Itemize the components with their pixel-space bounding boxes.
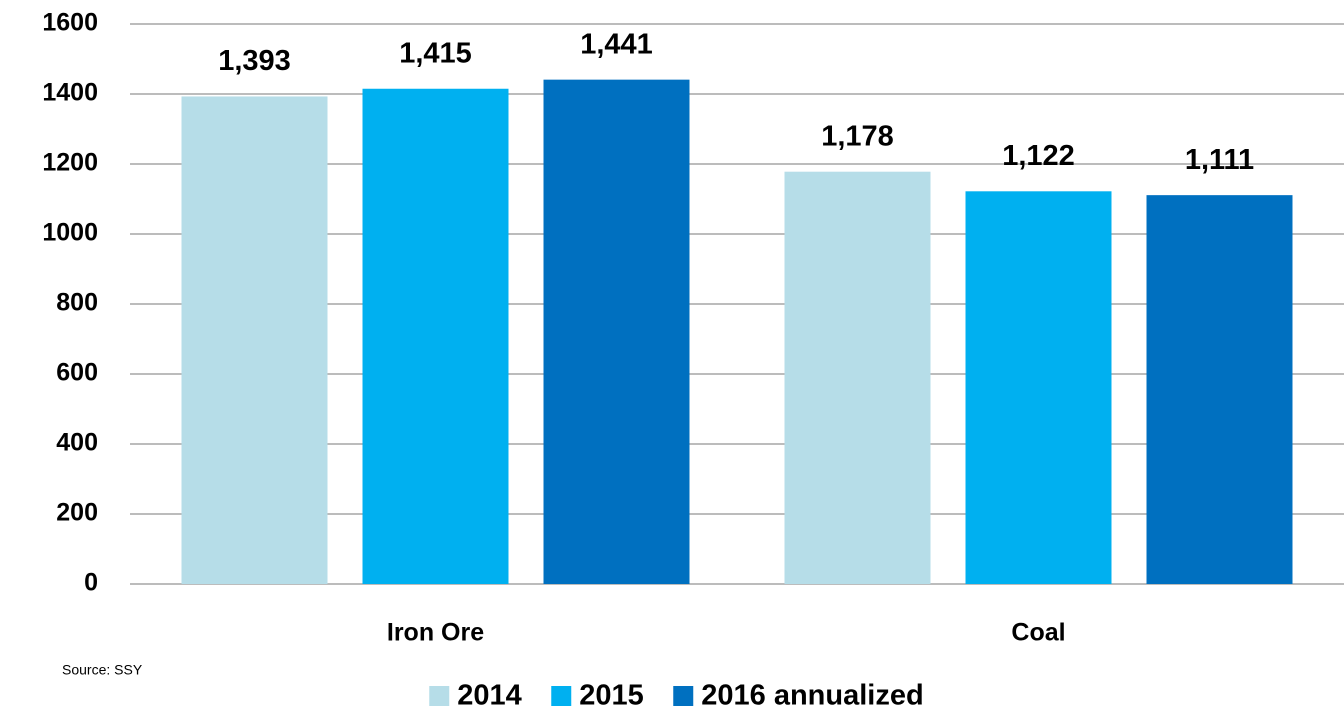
bar	[362, 88, 509, 584]
x-tick-label: Iron Ore	[387, 619, 484, 647]
y-tick-label: 1000	[42, 219, 98, 247]
bar	[965, 191, 1112, 585]
legend-label: 2014	[457, 680, 522, 712]
y-tick-label: 0	[84, 569, 98, 597]
legend-swatch	[673, 686, 694, 706]
y-tick-label: 1400	[42, 79, 98, 107]
legend-swatch	[551, 686, 572, 706]
y-tick-label: 200	[56, 499, 98, 527]
y-tick-label: 1200	[42, 149, 98, 177]
legend-label: 2015	[579, 680, 644, 712]
source-note: Source: SSY	[62, 662, 143, 678]
legend-swatch	[429, 686, 450, 706]
data-label: 1,122	[1002, 140, 1075, 172]
legend-label: 2016 annualized	[701, 680, 923, 712]
bar	[181, 96, 328, 584]
x-tick-label: Coal	[1011, 619, 1065, 647]
data-label: 1,415	[399, 37, 472, 69]
data-label: 1,393	[218, 45, 291, 77]
bar	[543, 79, 690, 585]
y-tick-label: 1600	[42, 9, 98, 37]
data-label: 1,178	[821, 120, 894, 152]
y-tick-label: 800	[56, 289, 98, 317]
y-tick-label: 400	[56, 429, 98, 457]
data-label: 1,441	[580, 28, 653, 60]
bar	[1146, 195, 1293, 584]
y-tick-label: 600	[56, 359, 98, 387]
data-label: 1,111	[1185, 144, 1254, 176]
bar	[784, 171, 931, 584]
